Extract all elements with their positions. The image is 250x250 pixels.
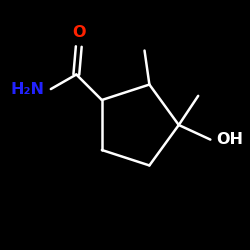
Text: H₂N: H₂N [11, 82, 45, 96]
Text: OH: OH [216, 132, 244, 147]
Text: O: O [72, 26, 86, 40]
